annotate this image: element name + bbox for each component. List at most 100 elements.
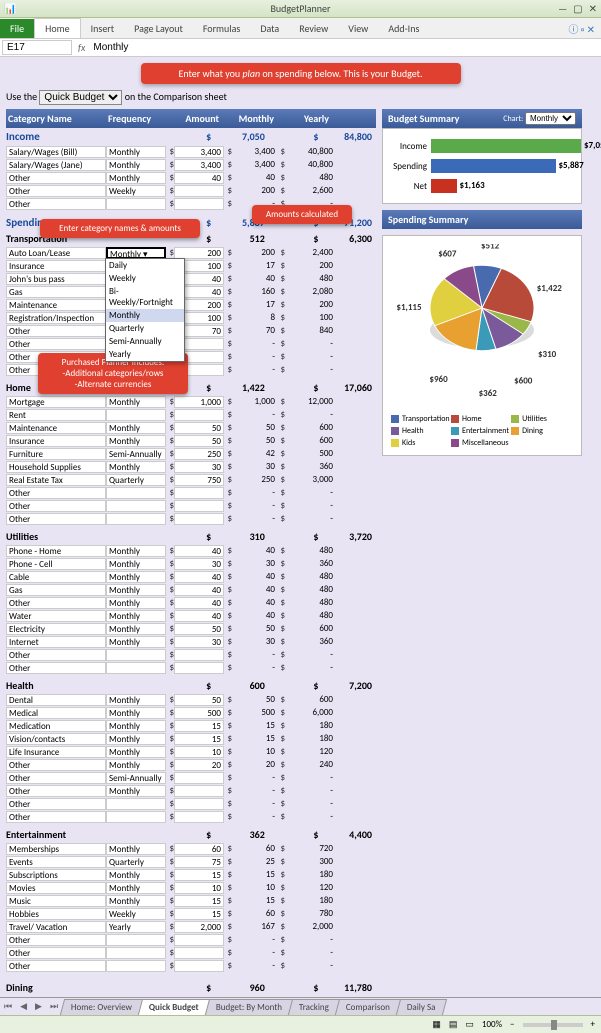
fx-label[interactable]: fx xyxy=(74,41,89,54)
cell-name[interactable]: Life Insurance xyxy=(6,746,106,758)
cell-freq[interactable]: Monthly xyxy=(106,636,166,648)
cell-amt[interactable]: 15 xyxy=(174,869,224,881)
tab-view[interactable]: View xyxy=(338,19,378,38)
tab-nav-first[interactable]: ⏮ xyxy=(0,1001,16,1012)
table-row[interactable]: Events Quarterly $75 $25 $300 xyxy=(6,855,376,868)
cell-freq[interactable]: Monthly xyxy=(106,733,166,745)
cell-amt[interactable] xyxy=(174,934,224,946)
cell-name[interactable]: Dental xyxy=(6,694,106,706)
cell-name[interactable]: Insurance xyxy=(6,435,106,447)
cell-name[interactable]: Music xyxy=(6,895,106,907)
cell-name[interactable]: Travel/ Vacation xyxy=(6,921,106,933)
dropdown-option[interactable]: Yearly xyxy=(106,348,184,361)
cell-amt[interactable]: 60 xyxy=(174,843,224,855)
cell-name[interactable]: Other xyxy=(6,185,106,197)
help-icon[interactable]: ⓘ ▫ ✕ xyxy=(569,21,595,36)
cell-name[interactable]: Rent xyxy=(6,409,106,421)
cell-freq[interactable]: Monthly xyxy=(106,610,166,622)
table-row[interactable]: Water Monthly $40 $40 $480 xyxy=(6,609,376,622)
table-row[interactable]: Cable Monthly $40 $40 $480 xyxy=(6,570,376,583)
cell-freq[interactable]: Semi-Annually xyxy=(106,772,166,784)
cell-name[interactable]: Other xyxy=(6,772,106,784)
cell-name[interactable]: Other xyxy=(6,649,106,661)
cell-amt[interactable]: 40 xyxy=(174,597,224,609)
table-row[interactable]: Furniture Semi-Annually $250 $42 $500 xyxy=(6,447,376,460)
cell-freq[interactable] xyxy=(106,198,166,210)
table-row[interactable]: Other $ $- $- xyxy=(6,810,376,823)
cell-name[interactable]: Other xyxy=(6,798,106,810)
table-row[interactable]: Household Supplies Monthly $30 $30 $360 xyxy=(6,460,376,473)
table-row[interactable]: Auto Loan/Lease Monthly ▾ $200 $200 $2,4… xyxy=(6,246,376,259)
tab-addins[interactable]: Add-Ins xyxy=(378,19,429,38)
cell-name[interactable]: Cable xyxy=(6,571,106,583)
cell-freq[interactable]: Monthly xyxy=(106,435,166,447)
table-row[interactable]: Mortgage Monthly $1,000 $1,000 $12,000 xyxy=(6,395,376,408)
table-row[interactable]: Dental Monthly $50 $50 $600 xyxy=(6,693,376,706)
table-row[interactable]: Other $ $- $- xyxy=(6,933,376,946)
table-row[interactable]: Vision/contacts Monthly $15 $15 $180 xyxy=(6,732,376,745)
cell-name[interactable]: Subscriptions xyxy=(6,869,106,881)
tab-home[interactable]: Home xyxy=(34,18,80,38)
dropdown-option[interactable]: Monthly xyxy=(106,309,184,322)
cell-amt[interactable]: 10 xyxy=(174,882,224,894)
cell-amt[interactable] xyxy=(174,798,224,810)
cell-name[interactable]: Memberships xyxy=(6,843,106,855)
cell-name[interactable]: Household Supplies xyxy=(6,461,106,473)
minimize-icon[interactable]: — xyxy=(558,2,567,15)
cell-freq[interactable]: Monthly xyxy=(106,461,166,473)
cell-amt[interactable]: 750 xyxy=(174,474,224,486)
table-row[interactable]: Real Estate Tax Quarterly $750 $250 $3,0… xyxy=(6,473,376,486)
table-row[interactable]: Other $ $- $- xyxy=(6,337,376,350)
view-normal-icon[interactable]: ▦ xyxy=(432,1019,441,1030)
cell-name[interactable]: John's bus pass xyxy=(6,273,106,285)
table-row[interactable]: Salary/Wages (Bill) Monthly $3,400 $3,40… xyxy=(6,145,376,158)
cell-name[interactable]: Other xyxy=(6,960,106,972)
dropdown-option[interactable]: Quarterly xyxy=(106,322,184,335)
cell-name[interactable]: Registration/Inspection xyxy=(6,312,106,324)
cell-amt[interactable] xyxy=(174,662,224,674)
cell-name[interactable]: Other xyxy=(6,811,106,823)
table-row[interactable]: Subscriptions Monthly $15 $15 $180 xyxy=(6,868,376,881)
cell-amt[interactable] xyxy=(174,649,224,661)
sheet-tab[interactable]: Budget: By Month xyxy=(205,999,293,1015)
cell-name[interactable]: Other xyxy=(6,198,106,210)
cell-freq[interactable]: Yearly xyxy=(106,921,166,933)
view-break-icon[interactable]: ▭ xyxy=(465,1019,474,1030)
cell-freq[interactable] xyxy=(106,798,166,810)
cell-name[interactable]: Maintenance xyxy=(6,422,106,434)
table-row[interactable]: Life Insurance Monthly $10 $10 $120 xyxy=(6,745,376,758)
cell-freq[interactable] xyxy=(106,811,166,823)
tab-data[interactable]: Data xyxy=(250,19,289,38)
table-row[interactable]: Electricity Monthly $50 $50 $600 xyxy=(6,622,376,635)
cell-freq[interactable]: Monthly xyxy=(106,146,166,158)
table-row[interactable]: Insurance Monthly $50 $50 $600 xyxy=(6,434,376,447)
cell-freq[interactable]: Monthly xyxy=(106,869,166,881)
cell-freq[interactable] xyxy=(106,513,166,525)
cell-name[interactable]: Other xyxy=(6,487,106,499)
table-row[interactable]: Medical Monthly $500 $500 $6,000 xyxy=(6,706,376,719)
table-row[interactable]: Salary/Wages (Jane) Monthly $3,400 $3,40… xyxy=(6,158,376,171)
cell-name[interactable]: Furniture xyxy=(6,448,106,460)
cell-name[interactable]: Auto Loan/Lease xyxy=(6,247,106,259)
cell-freq[interactable]: Quarterly xyxy=(106,856,166,868)
cell-name[interactable]: Insurance xyxy=(6,260,106,272)
table-row[interactable]: Maintenance Monthly $50 $50 $600 xyxy=(6,421,376,434)
cell-name[interactable]: Medication xyxy=(6,720,106,732)
cell-name[interactable]: Other xyxy=(6,759,106,771)
cell-amt[interactable] xyxy=(174,772,224,784)
cell-freq[interactable] xyxy=(106,649,166,661)
cell-freq[interactable]: Monthly xyxy=(106,396,166,408)
file-tab[interactable]: File xyxy=(0,19,34,38)
cell-freq[interactable]: Monthly xyxy=(106,895,166,907)
tab-nav-last[interactable]: ⏭ xyxy=(46,1001,62,1012)
table-row[interactable]: Other $ $- $- xyxy=(6,512,376,525)
tab-nav-next[interactable]: ▶ xyxy=(31,1001,46,1012)
cell-name[interactable]: Other xyxy=(6,785,106,797)
cell-freq[interactable]: Monthly xyxy=(106,422,166,434)
frequency-dropdown[interactable]: DailyWeeklyBi-Weekly/FortnightMonthlyQua… xyxy=(105,258,185,362)
table-row[interactable]: Other $ $- $- xyxy=(6,946,376,959)
cell-freq[interactable] xyxy=(106,934,166,946)
quick-budget-select[interactable]: Quick Budget xyxy=(39,90,122,105)
cell-freq[interactable]: Monthly xyxy=(106,707,166,719)
cell-amt[interactable] xyxy=(174,487,224,499)
